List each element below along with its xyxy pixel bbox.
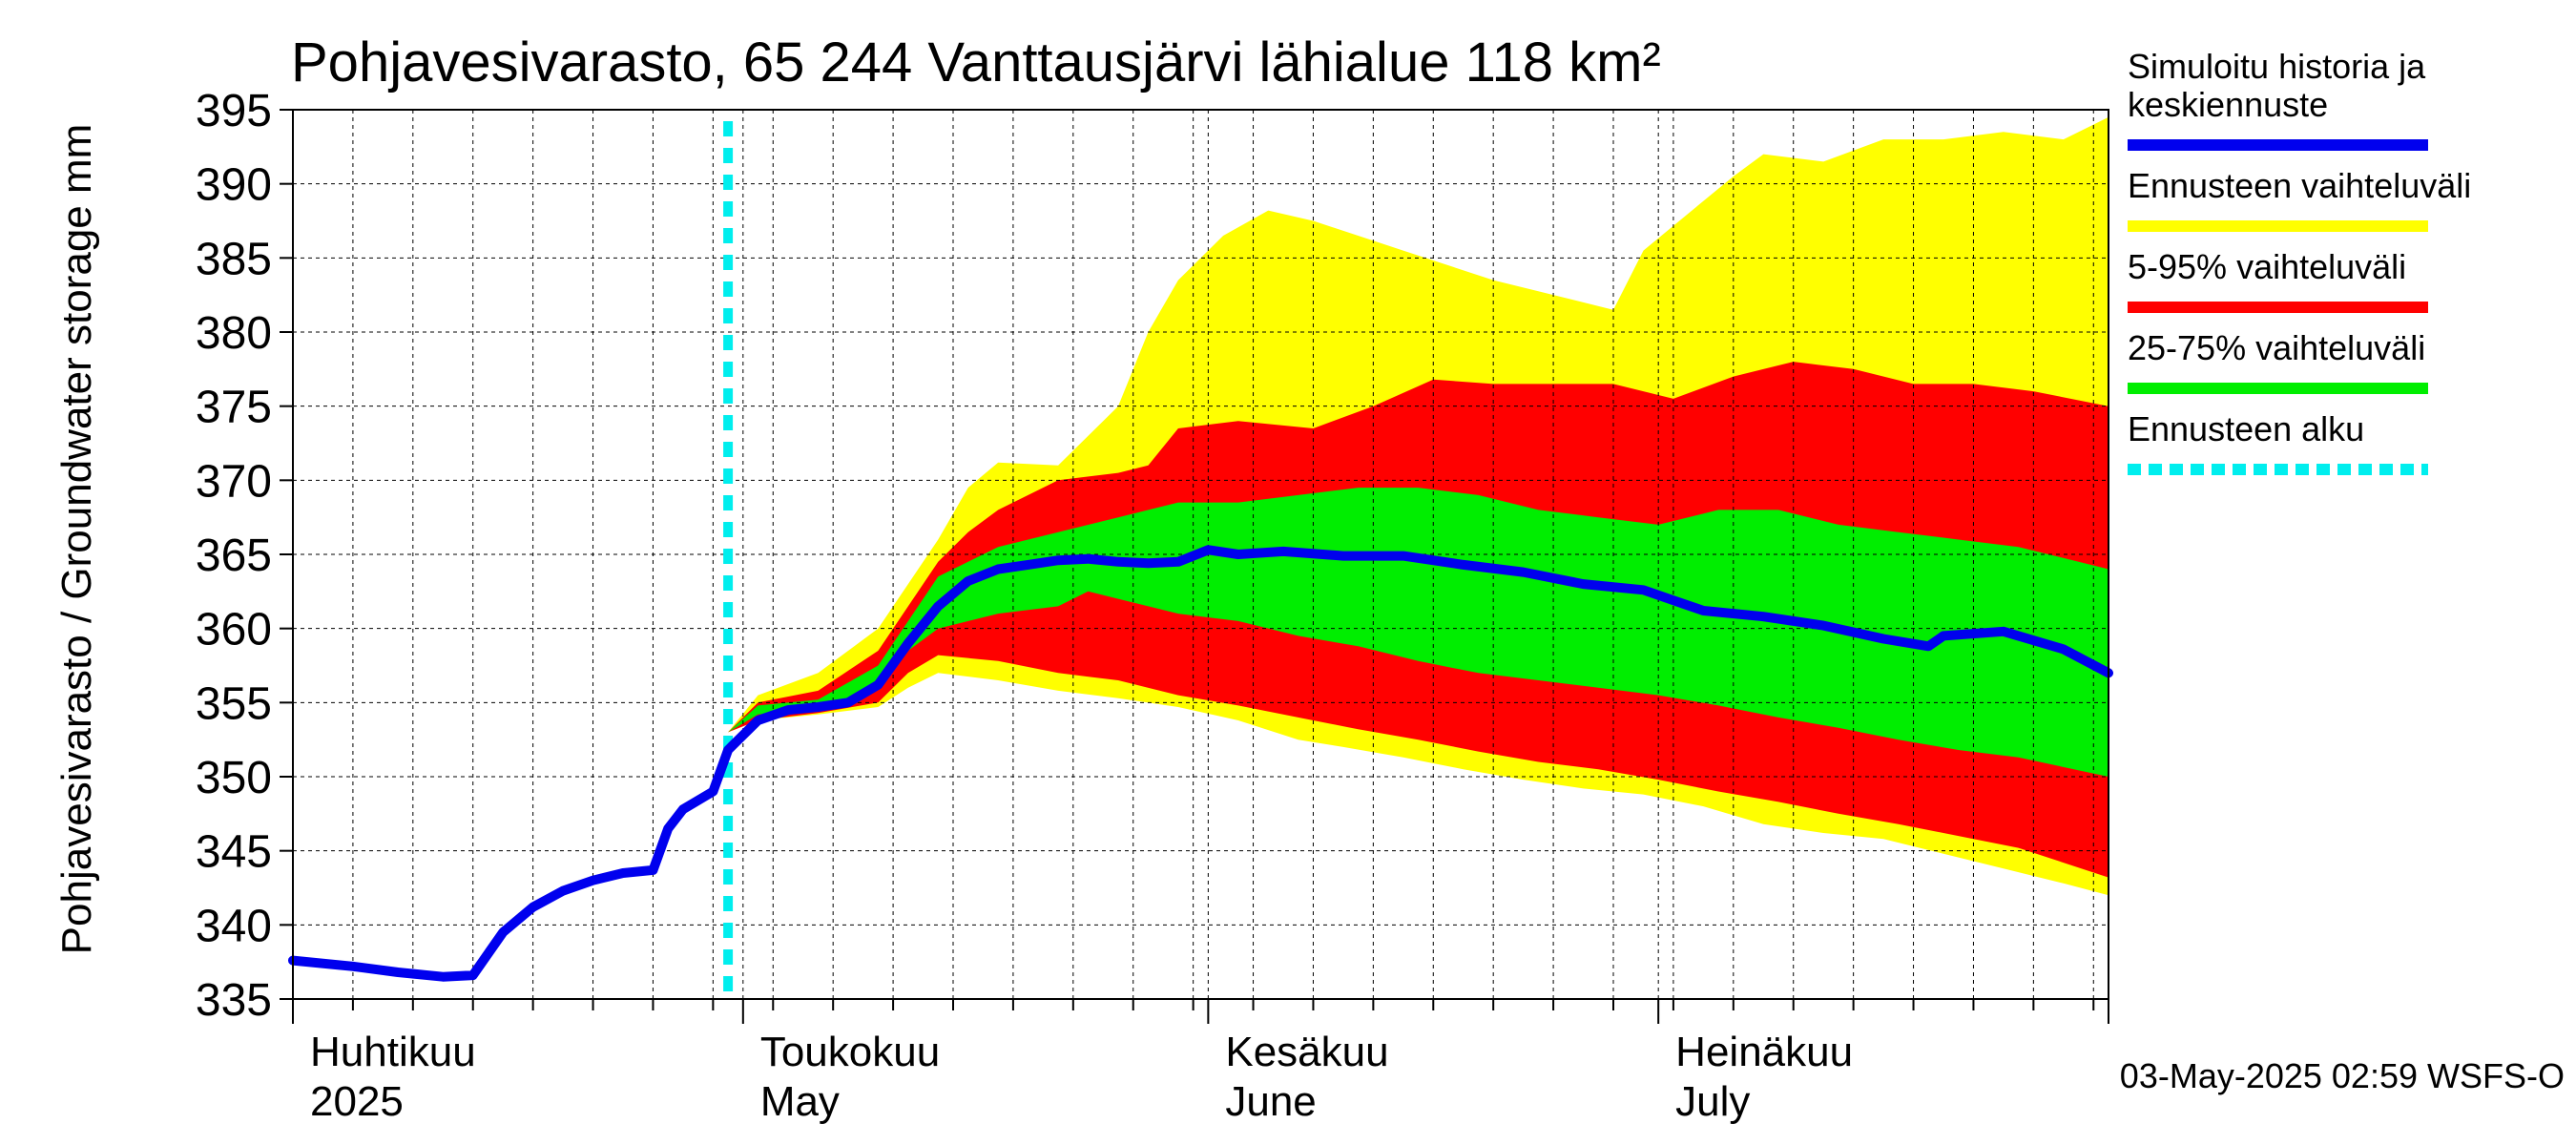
chart-title: Pohjavesivarasto, 65 244 Vanttausjärvi l… [291, 31, 1661, 94]
x-month-label: Toukokuu [760, 1029, 940, 1075]
timestamp: 03-May-2025 02:59 WSFS-O [2120, 1056, 2565, 1095]
x-month-sublabel: July [1675, 1078, 1750, 1125]
x-month-label: Kesäkuu [1225, 1029, 1388, 1075]
y-tick-label: 375 [196, 383, 272, 433]
y-tick-label: 350 [196, 753, 272, 803]
y-tick-label: 365 [196, 531, 272, 581]
y-tick-label: 390 [196, 160, 272, 211]
legend-label: Ennusteen alku [2128, 409, 2364, 448]
x-month-sublabel: June [1225, 1078, 1316, 1125]
y-tick-label: 385 [196, 234, 272, 284]
x-month-sublabel: May [760, 1078, 840, 1125]
legend-label: 25-75% vaihteluväli [2128, 328, 2425, 367]
median-line-layer [288, 545, 2113, 982]
y-tick-label: 360 [196, 605, 272, 656]
legend-label: keskiennuste [2128, 85, 2328, 124]
x-month-sublabel: 2025 [310, 1078, 404, 1125]
y-tick-label: 335 [196, 975, 272, 1026]
y-tick-label: 355 [196, 678, 272, 729]
y-tick-label: 380 [196, 308, 272, 359]
y-tick-label: 340 [196, 901, 272, 951]
median-line [288, 545, 2113, 982]
legend-label: Ennusteen vaihteluväli [2128, 166, 2471, 205]
forecast-bands [728, 116, 2109, 896]
y-tick-label: 370 [196, 456, 272, 507]
x-month-label: Heinäkuu [1675, 1029, 1853, 1075]
y-tick-label: 345 [196, 827, 272, 878]
y-axis-label: Pohjavesivarasto / Groundwater storage m… [53, 124, 100, 955]
x-month-label: Huhtikuu [310, 1029, 476, 1075]
y-tick-label: 395 [196, 86, 272, 136]
y-axis: 335 340 345 350 355 360 365 370 375 380 385 390 395 [196, 86, 293, 1026]
legend-label: Simuloitu historia ja [2128, 47, 2426, 86]
legend-label: 5-95% vaihteluväli [2128, 247, 2406, 286]
grid-lines [293, 110, 2109, 999]
